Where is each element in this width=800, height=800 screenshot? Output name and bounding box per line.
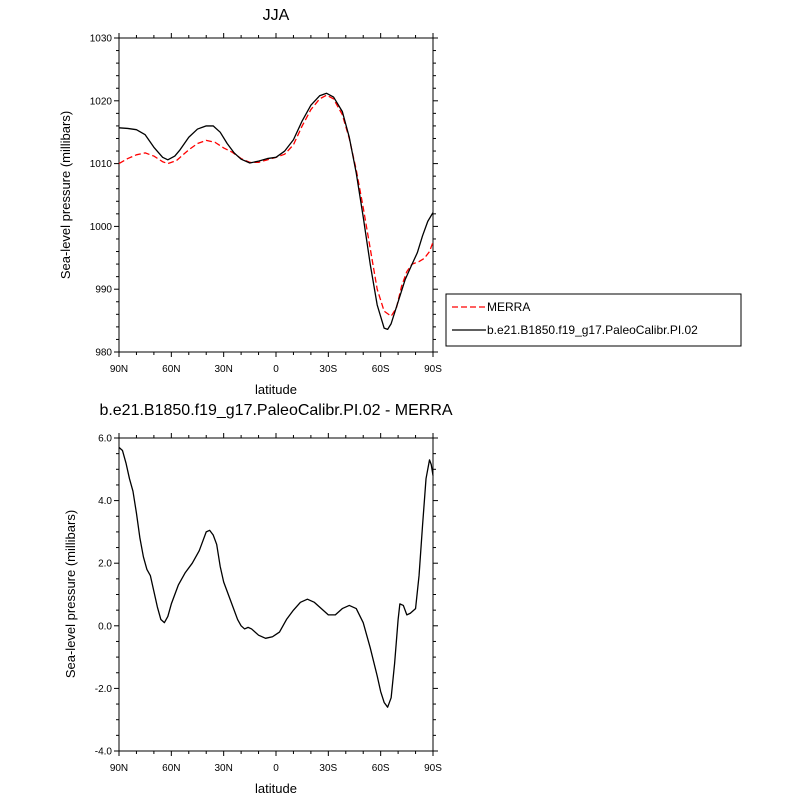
x-tick-label: 60S — [372, 763, 390, 774]
x-tick-label: 30S — [319, 763, 337, 774]
y-tick-label: -4.0 — [95, 747, 113, 758]
y-tick-label: 4.0 — [98, 496, 112, 507]
x-tick-label: 90N — [110, 763, 128, 774]
legend: MERRA b.e21.B1850.f19_g17.PaleoCalibr.PI… — [445, 293, 742, 347]
y-axis-label: Sea-level pressure (millibars) — [63, 510, 78, 678]
x-tick-label: 60N — [162, 364, 180, 375]
x-axis-label: latitude — [255, 382, 297, 397]
y-tick-label: 0.0 — [98, 621, 112, 632]
x-ticks: 90N 60N 30N 0 30S 60S 90S — [110, 433, 442, 774]
legend-label-merra: MERRA — [487, 300, 530, 314]
x-tick-label: 0 — [273, 364, 279, 375]
x-tick-label: 30N — [214, 763, 232, 774]
series-line-difference — [118, 446, 434, 708]
x-tick-label: 30N — [214, 364, 232, 375]
x-tick-label: 60N — [162, 763, 180, 774]
chart-title: JJA — [263, 7, 290, 24]
legend-box — [445, 293, 742, 347]
y-tick-label: -2.0 — [95, 684, 113, 695]
series-line-b-e21-b1850-f19-g17-paleocalibr-pi-02 — [118, 92, 434, 331]
y-ticks: -4.0 -2.0 0.0 2.0 4.0 6.0 — [95, 434, 438, 758]
y-tick-label: 6.0 — [98, 434, 112, 445]
series-line-merra — [118, 94, 434, 317]
x-tick-label: 90S — [424, 763, 442, 774]
x-axis-label: latitude — [255, 781, 297, 796]
x-tick-label: 90N — [110, 364, 128, 375]
panel-jja: JJA 980 990 1000 1010 1020 1030 90N 60N 30N 0 30S… — [58, 7, 742, 397]
y-tick-label: 1000 — [90, 222, 113, 233]
y-tick-label: 2.0 — [98, 559, 112, 570]
series-lines — [118, 446, 434, 708]
chart-title: b.e21.B1850.f19_g17.PaleoCalibr.PI.02 - … — [99, 402, 452, 419]
y-tick-label: 980 — [95, 348, 112, 359]
x-tick-label: 0 — [273, 763, 279, 774]
y-tick-label: 1030 — [90, 34, 113, 45]
y-tick-label: 990 — [95, 285, 112, 296]
x-tick-label: 30S — [319, 364, 337, 375]
y-tick-label: 1020 — [90, 96, 113, 107]
panel-difference: b.e21.B1850.f19_g17.PaleoCalibr.PI.02 - … — [63, 402, 453, 796]
plot-frame — [118, 37, 434, 353]
legend-label-model: b.e21.B1850.f19_g17.PaleoCalibr.PI.02 — [487, 323, 698, 337]
series-lines — [118, 92, 434, 331]
y-tick-label: 1010 — [90, 159, 113, 170]
y-ticks: 980 990 1000 1010 1020 1030 — [90, 34, 438, 359]
x-ticks: 90N 60N 30N 0 30S 60S 90S — [110, 33, 442, 375]
x-tick-label: 60S — [372, 364, 390, 375]
x-tick-label: 90S — [424, 364, 442, 375]
y-axis-label: Sea-level pressure (millibars) — [58, 111, 73, 279]
